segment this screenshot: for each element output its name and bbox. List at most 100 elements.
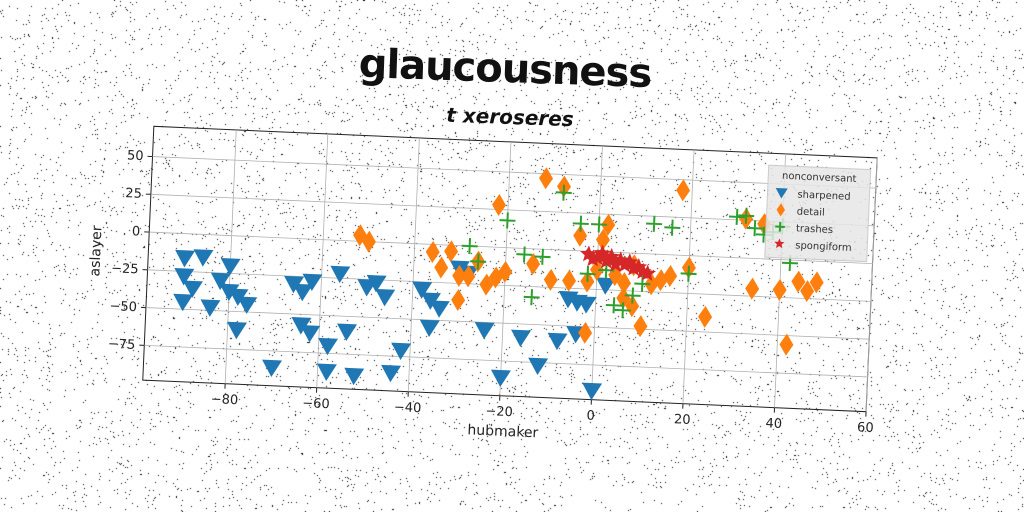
detail-point bbox=[434, 256, 449, 279]
legend-label-trashes: trashes bbox=[796, 223, 834, 236]
detail-point bbox=[461, 265, 476, 288]
x-tick-label: 0 bbox=[586, 408, 595, 423]
detail-point bbox=[425, 241, 440, 263]
detail-point bbox=[676, 179, 691, 202]
data-marks bbox=[173, 167, 824, 401]
y-grid-line bbox=[149, 231, 873, 265]
detail-point bbox=[479, 273, 494, 296]
chart-title: glaucousness bbox=[358, 41, 652, 97]
sharpened-point bbox=[576, 296, 597, 314]
sharpened-point bbox=[547, 332, 568, 351]
sharpened-point bbox=[219, 283, 240, 302]
detail-point bbox=[590, 258, 605, 281]
legend-title: nonconversant bbox=[782, 171, 857, 185]
axis-ticks: −80 −60 −40 −20 0 20 40 60 −75 −50 −25 0 25 50 bbox=[108, 148, 874, 436]
trashes-point bbox=[555, 184, 572, 201]
detail-point bbox=[526, 252, 541, 275]
sharpened-point bbox=[174, 268, 195, 286]
trashes-point bbox=[746, 220, 763, 237]
x-grid-line bbox=[865, 157, 878, 412]
y-tick-label: −50 bbox=[109, 299, 137, 315]
detail-point bbox=[616, 287, 631, 310]
sharpened-point bbox=[595, 277, 616, 295]
x-grid-line bbox=[224, 129, 237, 384]
detail-point bbox=[772, 278, 787, 301]
spongiform-point bbox=[638, 264, 657, 282]
detail-point bbox=[573, 224, 588, 247]
trashes-point bbox=[728, 208, 746, 225]
legend-label-spongiform: spongiform bbox=[795, 240, 852, 253]
trashes-point bbox=[605, 297, 622, 314]
sharpened-point bbox=[193, 249, 214, 267]
sharpened-point bbox=[511, 329, 532, 348]
sharpened-point bbox=[316, 363, 337, 381]
x-tick-label: −60 bbox=[302, 396, 330, 412]
legend-box bbox=[764, 164, 872, 263]
x-grid-line bbox=[316, 133, 329, 388]
sharpened-point bbox=[375, 288, 396, 307]
detail-point bbox=[539, 167, 554, 190]
detail-point bbox=[791, 270, 806, 293]
y-grid-line bbox=[152, 156, 876, 189]
detail-point bbox=[353, 224, 368, 247]
chart-subtitle: t xeroseres bbox=[446, 103, 574, 131]
detail-point bbox=[543, 268, 558, 291]
detail-point bbox=[491, 193, 506, 216]
detail-point bbox=[562, 269, 577, 292]
y-grid-line bbox=[150, 193, 875, 227]
detail-point bbox=[653, 269, 668, 292]
detail-point bbox=[745, 277, 760, 300]
spongiform-legend-marker bbox=[774, 238, 785, 249]
trashes-point bbox=[523, 289, 540, 306]
sharpened-point bbox=[337, 323, 358, 341]
detail-point bbox=[779, 333, 794, 356]
sharpened-point bbox=[344, 367, 365, 386]
sharpened-point bbox=[391, 342, 412, 360]
sharpened-point bbox=[366, 274, 387, 293]
detail-point bbox=[698, 305, 713, 328]
spongiform-point bbox=[629, 258, 648, 275]
sharpened-point bbox=[429, 300, 450, 318]
sharpened-point bbox=[412, 281, 433, 299]
spongiform-point bbox=[621, 253, 639, 270]
trashes-point bbox=[614, 302, 631, 319]
sharpened-point bbox=[528, 357, 549, 376]
sharpened-point bbox=[262, 359, 283, 378]
spongiform-point bbox=[584, 250, 602, 267]
sharpened-legend-marker bbox=[775, 188, 788, 199]
sharpened-point bbox=[227, 321, 248, 340]
detail-point bbox=[800, 280, 815, 303]
detail-point bbox=[601, 213, 616, 236]
trashes-point bbox=[534, 248, 551, 265]
grid-lines bbox=[144, 129, 878, 412]
sharpened-point bbox=[210, 272, 231, 291]
x-tick-label: −20 bbox=[485, 404, 513, 420]
y-tick-label: −25 bbox=[111, 261, 139, 277]
x-tick-label: 60 bbox=[857, 420, 874, 436]
trashes-point bbox=[470, 253, 487, 270]
y-tick-label: −75 bbox=[108, 337, 136, 353]
sharpened-point bbox=[330, 265, 351, 284]
spongiform-point bbox=[611, 251, 630, 268]
y-tick-label: 25 bbox=[125, 186, 142, 202]
sharpened-point bbox=[381, 364, 402, 383]
y-tick-label: 50 bbox=[127, 148, 144, 164]
x-tick-label: 20 bbox=[674, 412, 691, 428]
x-grid-line bbox=[407, 137, 420, 392]
sharpened-point bbox=[300, 324, 321, 343]
sharpened-point bbox=[302, 273, 323, 292]
sharpened-point bbox=[582, 382, 603, 401]
y-tick-label: 0 bbox=[132, 224, 141, 239]
plot-area: −80 −60 −40 −20 0 20 40 60 −75 −50 −25 0 25 50 hubmak… bbox=[87, 125, 878, 441]
detail-point bbox=[578, 321, 593, 344]
trashes-point bbox=[572, 215, 589, 232]
sharpened-point bbox=[237, 296, 258, 314]
sharpened-point bbox=[220, 257, 241, 276]
sharpened-point bbox=[419, 319, 440, 338]
detail-point bbox=[595, 228, 610, 251]
detail-point bbox=[451, 289, 466, 312]
legend-label-detail: detail bbox=[796, 206, 825, 218]
y-grid-line bbox=[144, 344, 868, 378]
sharpened-point bbox=[318, 337, 339, 356]
